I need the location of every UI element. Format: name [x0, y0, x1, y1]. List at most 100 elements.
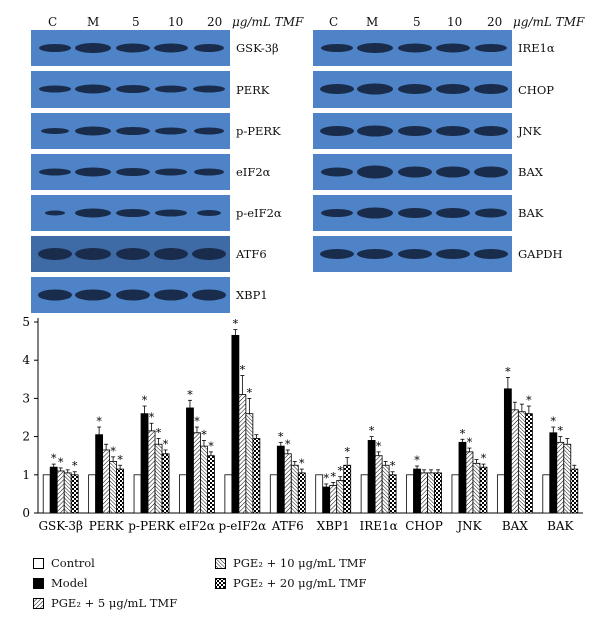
y-tick-label: 4 — [22, 353, 30, 367]
significance-mark: * — [149, 411, 155, 424]
bar — [140, 413, 149, 514]
significance-mark: * — [117, 453, 123, 466]
bar — [556, 441, 565, 514]
bar — [374, 455, 383, 514]
legend-swatch-checker — [215, 577, 226, 589]
blot-bax — [313, 154, 512, 190]
significance-mark: * — [414, 454, 420, 467]
significance-mark: * — [344, 446, 350, 459]
y-tick-label: 1 — [22, 468, 30, 482]
bar — [283, 453, 292, 514]
significance-mark: * — [156, 427, 162, 440]
significance-mark: * — [460, 427, 466, 440]
x-tick-label: ATF6 — [271, 519, 304, 533]
significance-mark: * — [337, 465, 343, 478]
bar — [186, 407, 194, 514]
bar — [297, 472, 306, 514]
bar — [458, 441, 467, 514]
x-tick-label: IRE1α — [359, 519, 397, 533]
significance-mark: * — [72, 460, 78, 473]
legend-item-control: Control — [33, 556, 95, 570]
blot-perk — [31, 71, 230, 108]
lane-header: 5 — [413, 15, 421, 29]
bar — [116, 468, 125, 514]
bar — [570, 468, 579, 514]
bar — [496, 474, 505, 514]
bar — [406, 474, 414, 514]
bar — [413, 468, 421, 514]
blot-label: JNK — [518, 124, 542, 138]
blot-gsk3b — [31, 30, 230, 66]
bar — [517, 411, 526, 514]
blot-p-perk — [31, 113, 230, 149]
legend-label: PGE₂ + 5 μg/mL TMF — [51, 596, 178, 610]
bar — [200, 445, 208, 514]
bar — [109, 461, 118, 514]
significance-mark: * — [240, 363, 246, 376]
blot-gapdh — [313, 236, 512, 272]
bar — [472, 462, 481, 514]
blot-label: BAX — [518, 165, 543, 179]
bar — [49, 466, 58, 514]
significance-mark: * — [505, 365, 511, 378]
bar — [343, 464, 352, 514]
bar — [420, 472, 428, 514]
bar — [70, 474, 79, 514]
y-tick-label: 3 — [22, 391, 30, 405]
significance-mark: * — [163, 438, 169, 451]
bar — [88, 474, 97, 514]
lane-header: 20 — [487, 15, 503, 29]
significance-mark: * — [142, 394, 148, 407]
lane-header: M — [87, 15, 100, 29]
bar — [367, 440, 376, 514]
significance-mark: * — [96, 415, 102, 428]
significance-mark: * — [376, 440, 382, 453]
blot-ire1a — [313, 30, 512, 66]
bar — [465, 451, 474, 514]
bar — [276, 445, 285, 514]
lane-header: 20 — [207, 15, 223, 29]
significance-mark: * — [323, 472, 329, 485]
significance-mark: * — [278, 430, 284, 443]
blot-label: p-PERK — [236, 124, 281, 138]
bar — [63, 472, 72, 514]
blot-label: BAK — [518, 206, 544, 220]
bar — [434, 472, 442, 514]
blot-label: CHOP — [518, 83, 554, 97]
legend-item-pge2-10: PGE₂ + 10 μg/mL TMF — [215, 556, 367, 570]
lane-header: C — [48, 15, 58, 29]
bar — [147, 430, 156, 514]
blot-xbp1 — [31, 277, 230, 313]
legend-swatch-hatch — [33, 597, 44, 609]
legend-item-pge2-5: PGE₂ + 5 μg/mL TMF — [33, 596, 177, 610]
bar — [161, 453, 170, 514]
blot-chop — [313, 71, 512, 108]
bar — [451, 474, 460, 514]
bar — [269, 474, 278, 514]
significance-mark: * — [551, 415, 557, 428]
bar — [315, 474, 324, 514]
bar — [56, 470, 65, 514]
bar — [207, 455, 215, 514]
bar — [542, 474, 551, 514]
significance-mark: * — [558, 425, 564, 438]
legend-swatch-black — [33, 577, 44, 589]
significance-mark: * — [187, 388, 193, 401]
blot-label: PERK — [236, 83, 270, 97]
significance-mark: * — [233, 318, 239, 331]
bar — [563, 443, 572, 514]
significance-mark: * — [299, 457, 305, 470]
bar — [252, 438, 261, 514]
bar — [329, 485, 338, 514]
unit-label: μg/mL TMF — [513, 15, 585, 29]
bar — [381, 464, 390, 514]
bar — [388, 474, 397, 514]
y-tick-label: 0 — [22, 506, 30, 520]
x-tick-label: BAK — [547, 519, 574, 533]
lane-header: 10 — [168, 15, 184, 29]
legend-item-pge2-20: PGE₂ + 20 μg/mL TMF — [215, 576, 367, 590]
significance-mark: * — [526, 394, 532, 407]
bar — [336, 480, 345, 514]
x-tick-label: GSK-3β — [38, 519, 83, 533]
x-tick-label: p-PERK — [128, 519, 176, 533]
